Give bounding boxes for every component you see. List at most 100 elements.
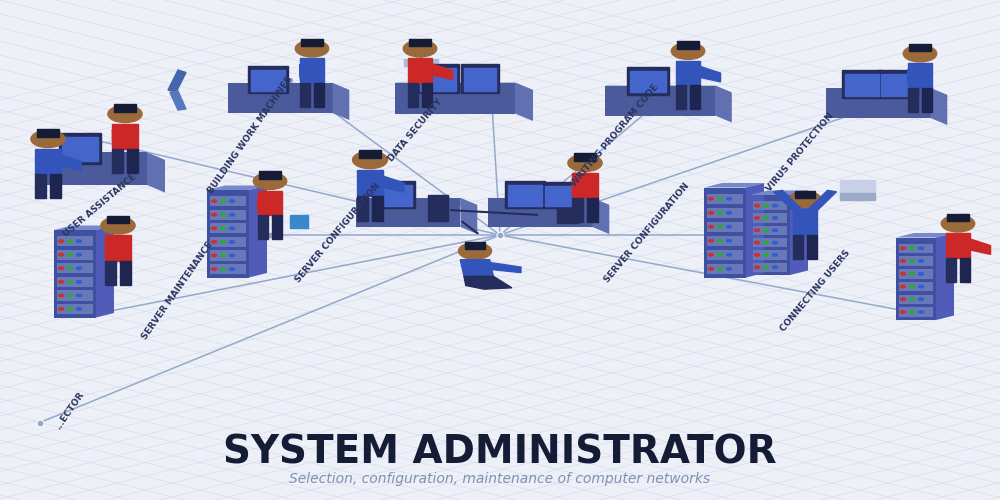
Polygon shape (572, 198, 583, 222)
Polygon shape (922, 88, 932, 112)
Polygon shape (909, 44, 931, 52)
Circle shape (918, 272, 924, 275)
Circle shape (718, 254, 722, 256)
Circle shape (764, 216, 768, 219)
Polygon shape (404, 59, 438, 66)
Polygon shape (753, 238, 787, 247)
Text: CONNECTING USERS: CONNECTING USERS (778, 248, 852, 334)
Circle shape (941, 215, 975, 232)
Circle shape (755, 242, 760, 244)
Polygon shape (750, 195, 790, 275)
Circle shape (772, 204, 778, 207)
Polygon shape (753, 250, 787, 260)
Polygon shape (300, 83, 310, 106)
Polygon shape (107, 216, 129, 223)
Circle shape (67, 294, 72, 296)
Circle shape (726, 212, 732, 214)
Polygon shape (881, 74, 915, 96)
Polygon shape (395, 82, 533, 90)
Polygon shape (147, 152, 165, 192)
Polygon shape (490, 262, 521, 272)
Polygon shape (210, 250, 246, 260)
Polygon shape (62, 138, 98, 161)
Circle shape (764, 229, 768, 232)
Circle shape (772, 254, 778, 256)
Circle shape (789, 192, 821, 208)
Polygon shape (258, 191, 282, 216)
Polygon shape (707, 236, 743, 246)
Polygon shape (790, 190, 808, 275)
Polygon shape (840, 192, 875, 200)
Circle shape (918, 286, 924, 288)
Polygon shape (170, 91, 186, 110)
Circle shape (900, 247, 906, 250)
Polygon shape (258, 216, 268, 239)
Polygon shape (300, 58, 324, 83)
Polygon shape (50, 174, 61, 199)
Polygon shape (420, 68, 456, 90)
Circle shape (67, 254, 72, 256)
Polygon shape (210, 237, 246, 247)
Polygon shape (899, 307, 933, 317)
Circle shape (772, 242, 778, 244)
Text: USER ASSISTANCE: USER ASSISTANCE (62, 172, 138, 238)
Circle shape (918, 260, 924, 262)
Polygon shape (470, 272, 490, 282)
Polygon shape (793, 209, 817, 234)
Circle shape (755, 254, 760, 256)
Circle shape (58, 254, 64, 256)
Circle shape (764, 266, 768, 268)
Circle shape (910, 286, 914, 288)
Polygon shape (704, 183, 764, 188)
Polygon shape (35, 149, 61, 174)
Circle shape (58, 280, 64, 283)
Polygon shape (207, 186, 267, 190)
Circle shape (212, 214, 217, 216)
Circle shape (900, 298, 906, 300)
Polygon shape (899, 256, 933, 266)
Circle shape (212, 227, 217, 230)
Circle shape (764, 254, 768, 256)
Circle shape (76, 308, 81, 310)
Polygon shape (896, 238, 936, 320)
Polygon shape (290, 215, 308, 228)
Polygon shape (272, 216, 282, 239)
Circle shape (76, 280, 81, 283)
Circle shape (718, 226, 722, 228)
Polygon shape (461, 64, 499, 93)
Circle shape (101, 217, 135, 234)
Text: DATA SECURITY: DATA SECURITY (386, 97, 444, 163)
Circle shape (221, 227, 226, 230)
Circle shape (718, 198, 722, 200)
Circle shape (910, 272, 914, 275)
Text: SYSTEM ADMINISTRATOR: SYSTEM ADMINISTRATOR (223, 434, 777, 472)
Polygon shape (515, 82, 533, 121)
Polygon shape (356, 198, 477, 205)
Polygon shape (259, 172, 281, 179)
Text: SERVER CONFIGURATION: SERVER CONFIGURATION (294, 182, 382, 284)
Polygon shape (465, 242, 485, 248)
Polygon shape (700, 66, 721, 82)
Polygon shape (120, 260, 131, 285)
Polygon shape (37, 152, 165, 160)
Polygon shape (750, 190, 808, 195)
Circle shape (458, 242, 492, 260)
Circle shape (918, 298, 924, 300)
Polygon shape (251, 70, 285, 90)
Circle shape (295, 40, 329, 57)
Circle shape (230, 200, 234, 202)
Text: SERVER MAINTENANCE: SERVER MAINTENANCE (141, 240, 215, 342)
Circle shape (253, 172, 287, 190)
Circle shape (67, 267, 72, 270)
Circle shape (67, 240, 72, 242)
Polygon shape (627, 68, 669, 95)
Polygon shape (249, 186, 267, 278)
Polygon shape (383, 176, 404, 192)
Polygon shape (460, 198, 477, 234)
Polygon shape (428, 195, 448, 221)
Polygon shape (210, 264, 246, 274)
Circle shape (76, 267, 81, 270)
Polygon shape (372, 196, 383, 220)
Polygon shape (378, 184, 412, 206)
Polygon shape (488, 198, 592, 227)
